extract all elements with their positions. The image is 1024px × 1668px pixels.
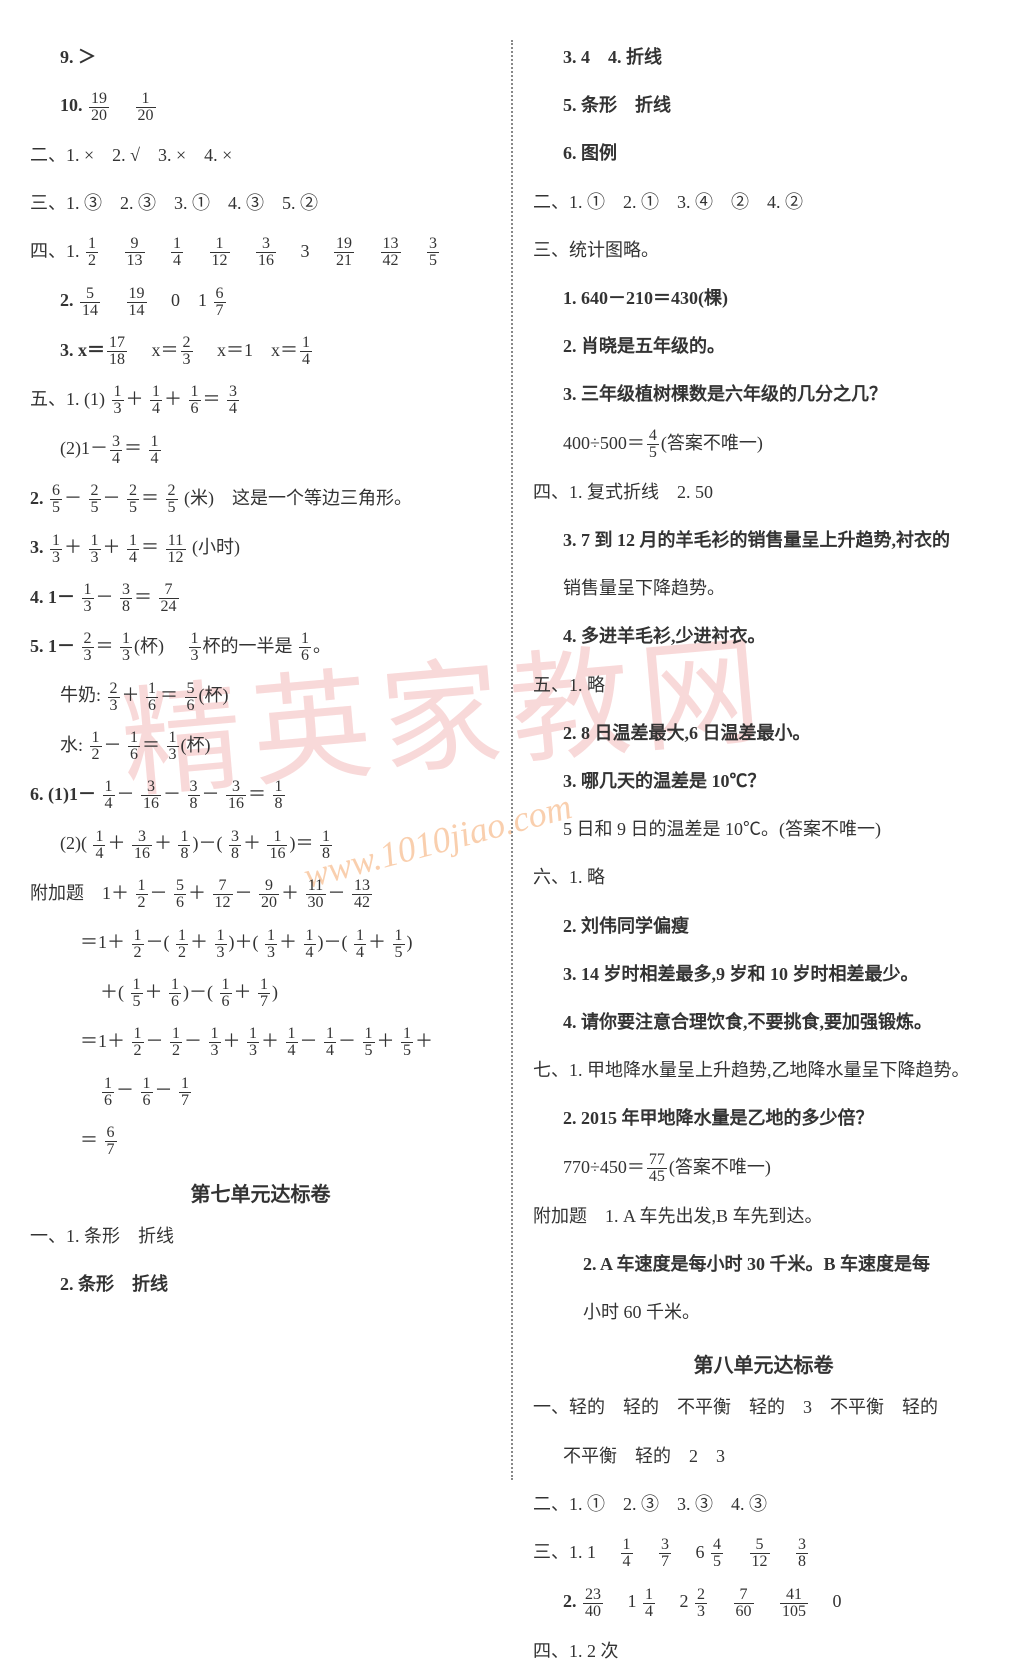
answer-line: 5. 1－ 23＝ 13(杯) 13杯的一半是 16。 (30, 629, 491, 664)
left-column: 9. ＞ 10. 1920 120 二、1. × 2. √ 3. × 4. × … (30, 40, 491, 1488)
answer-line: 不平衡 轻的 2 3 (533, 1439, 994, 1473)
answer-line: 6. 图例 (533, 136, 994, 170)
answer-line: 五、1. (1) 13＋ 14＋ 16＝ 34 (30, 382, 491, 417)
section-title: 第八单元达标卷 (533, 1349, 994, 1378)
answer-line: 6. (1)1－ 14－ 316－ 38－ 316＝ 18 (30, 777, 491, 812)
answer-line: 3. 13＋ 13＋ 14＝ 1112 (小时) (30, 530, 491, 565)
answer-line: ＝1＋ 12－ 12－ 13＋ 13＋ 14－ 14－ 15＋ 15＋ (30, 1024, 491, 1059)
answer-line: 2. A 车速度是每小时 30 千米。B 车速度是每 (533, 1247, 994, 1281)
answer-line: 2. 8 日温差最大,6 日温差最小。 (533, 716, 994, 750)
answer-line: 2. 2340 1 14 2 23 760 41105 0 (533, 1584, 994, 1619)
answer-line: 3. 4 4. 折线 (533, 40, 994, 74)
answer-line: 770÷450＝7745(答案不唯一) (533, 1150, 994, 1185)
answer-line: ＝ 67 (30, 1123, 491, 1158)
answer-line: 16－ 16－ 17 (30, 1073, 491, 1108)
answer-line: (2)1－34＝ 14 (30, 431, 491, 466)
answer-line: 4. 多进羊毛衫,少进衬衣。 (533, 619, 994, 653)
answer-line: 二、1. ① 2. ③ 3. ③ 4. ③ (533, 1487, 994, 1521)
answer-line: 水: 12－ 16＝ 13(杯) (30, 728, 491, 763)
answer-line: 附加题 1. A 车先出发,B 车先到达。 (533, 1199, 994, 1233)
answer-line: 四、1. 复式折线 2. 50 (533, 475, 994, 509)
answer-line: 六、1. 略 (533, 860, 994, 894)
page-container: 9. ＞ 10. 1920 120 二、1. × 2. √ 3. × 4. × … (30, 40, 994, 1488)
answer-line: 2. 2015 年甲地降水量是乙地的多少倍？ (533, 1101, 994, 1135)
answer-line: 一、1. 条形 折线 (30, 1219, 491, 1253)
right-column: 3. 4 4. 折线 5. 条形 折线 6. 图例 二、1. ① 2. ① 3.… (533, 40, 994, 1488)
answer-line: 4. 1－ 13－ 38＝ 724 (30, 580, 491, 615)
answer-line: 七、1. 甲地降水量呈上升趋势,乙地降水量呈下降趋势。 (533, 1053, 994, 1087)
answer-line: 2. 条形 折线 (30, 1267, 491, 1301)
answer-line: 附加题 1＋ 12－ 56＋ 712－ 920＋ 1130－ 1342 (30, 876, 491, 911)
answer-line: 10. 1920 120 (30, 88, 491, 123)
section-title: 第七单元达标卷 (30, 1178, 491, 1207)
answer-line: 四、1. 2 次 (533, 1634, 994, 1668)
answer-line: ＋( 15＋ 16)－( 16＋ 17) (30, 975, 491, 1010)
answer-line: 五、1. 略 (533, 668, 994, 702)
answer-line: 4. 请你要注意合理饮食,不要挑食,要加强锻炼。 (533, 1005, 994, 1039)
answer-line: 2. 514 1914 0 1 67 (30, 283, 491, 318)
answer-line: (2)( 14＋ 316＋ 18)－( 38＋ 116)＝ 18 (30, 826, 491, 861)
answer-line: 2. 刘伟同学偏瘦 (533, 909, 994, 943)
answer-line: 3. 7 到 12 月的羊毛衫的销售量呈上升趋势,衬衣的 (533, 523, 994, 557)
answer-line: 400÷500＝45(答案不唯一) (533, 426, 994, 461)
answer-line: 1. 640－210＝430(棵) (533, 281, 994, 315)
answer-line: 三、统计图略。 (533, 233, 994, 267)
answer-line: 二、1. ① 2. ① 3. ④ ② 4. ② (533, 185, 994, 219)
answer-line: 小时 60 千米。 (533, 1295, 994, 1329)
answer-line: 5 日和 9 日的温差是 10℃。(答案不唯一) (533, 812, 994, 846)
answer-line: 四、1. 12 913 14 112 316 3 1921 1342 35 (30, 234, 491, 269)
answer-line: 3. 三年级植树棵数是六年级的几分之几？ (533, 377, 994, 411)
answer-line: ＝1＋ 12－( 12＋ 13)＋( 13＋ 14)－( 14＋ 15) (30, 925, 491, 960)
answer-line: 3. 哪几天的温差是 10℃？ (533, 764, 994, 798)
answer-line: 销售量呈下降趋势。 (533, 571, 994, 605)
answer-line: 一、轻的 轻的 不平衡 轻的 3 不平衡 轻的 (533, 1390, 994, 1424)
answer-line: 2. 肖晓是五年级的。 (533, 329, 994, 363)
answer-line: 二、1. × 2. √ 3. × 4. × (30, 138, 491, 172)
answer-line: 2. 65－ 25－ 25＝ 25 (米) 这是一个等边三角形。 (30, 481, 491, 516)
answer-line: 9. ＞ (30, 40, 491, 74)
answer-line: 3. x＝1718 x＝23 x＝1 x＝14 (30, 333, 491, 368)
column-divider (511, 40, 513, 1480)
answer-line: 三、1. ③ 2. ③ 3. ① 4. ③ 5. ② (30, 186, 491, 220)
answer-line: 3. 14 岁时相差最多,9 岁和 10 岁时相差最少。 (533, 957, 994, 991)
answer-line: 5. 条形 折线 (533, 88, 994, 122)
answer-line: 三、1. 1 14 37 6 45 512 38 (533, 1535, 994, 1570)
answer-line: 牛奶: 23＋ 16＝ 56(杯) (30, 678, 491, 713)
